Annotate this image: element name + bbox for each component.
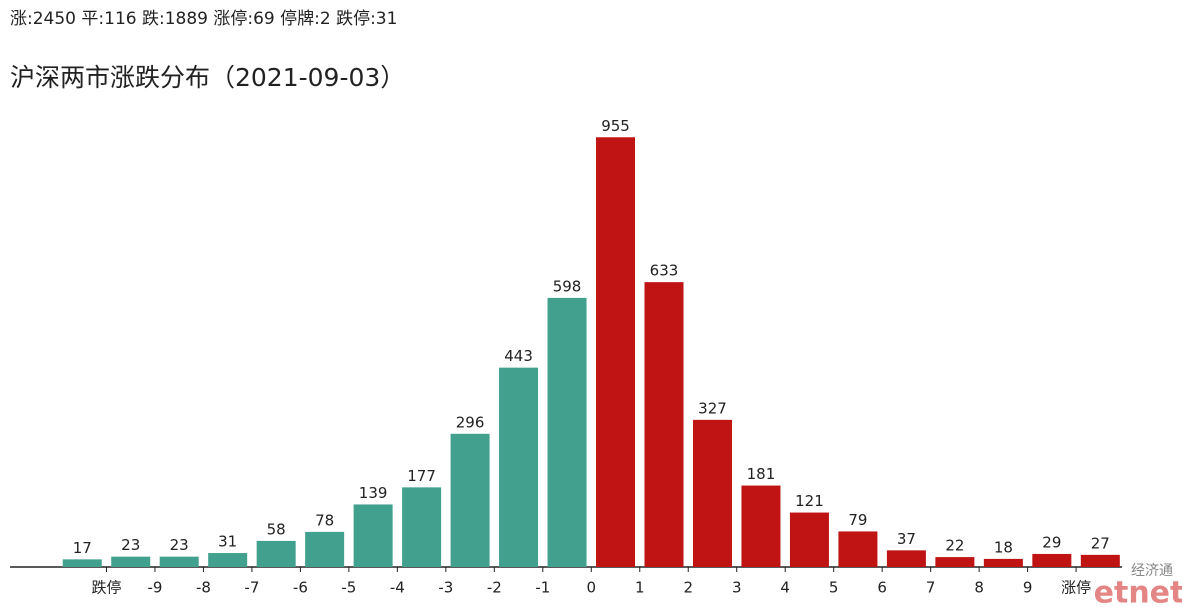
value-label: 18 [994,538,1013,556]
x-tick-label: 0 [587,579,597,597]
bar [692,419,732,567]
bar [596,137,636,567]
value-label: 37 [897,530,916,548]
bar [741,485,781,567]
x-tick-label: -4 [390,579,405,597]
value-label: 22 [945,537,964,555]
x-tick-label: 8 [974,579,984,597]
value-label: 79 [848,511,867,529]
bar [62,559,102,567]
value-label: 23 [170,536,189,554]
value-label: 177 [407,467,436,485]
bar [886,550,926,567]
x-tick-label: 1 [635,579,645,597]
bar [547,297,587,567]
value-label: 633 [650,262,679,280]
bar [499,367,539,567]
x-tick-label: 3 [732,579,742,597]
value-label: 327 [698,399,727,417]
bar [983,558,1023,567]
x-tick-label: -3 [438,579,453,597]
x-tick-label: 7 [926,579,936,597]
chart-title: 沪深两市涨跌分布（2021-09-03） [10,63,405,92]
bar [256,540,296,567]
value-label: 23 [121,536,140,554]
x-tick-label: 5 [829,579,839,597]
x-tick-label: 9 [1023,579,1033,597]
bar [111,556,151,567]
bar [935,557,975,567]
value-label: 955 [601,117,630,135]
watermark-cn: 经济通 [1131,563,1173,579]
value-label: 29 [1042,533,1061,551]
value-label: 27 [1091,534,1110,552]
x-tick-label: -8 [196,579,211,597]
x-tick-label: 4 [780,579,790,597]
value-label: 443 [504,347,533,365]
bar [305,531,345,567]
x-tick-label: -9 [147,579,162,597]
value-label: 139 [359,484,388,502]
value-label: 181 [747,465,776,483]
summary: 涨:2450 平:116 跌:1889 涨停:69 停牌:2 跌停:31 [10,9,397,29]
x-tick-label: -1 [535,579,550,597]
x-tick-label: -7 [244,579,259,597]
value-label: 598 [553,277,582,295]
bar [838,531,878,567]
bar [1080,554,1120,567]
x-tick-label: 跌停 [91,579,121,597]
value-label: 31 [218,533,237,551]
watermark-logo: etnet [1094,576,1182,607]
bar [450,433,490,567]
x-tick-label: 涨停 [1061,579,1091,597]
value-label: 296 [456,413,485,431]
x-tick-label: -6 [293,579,308,597]
x-tick-label: -2 [487,579,502,597]
bar [1032,553,1072,567]
bar [208,553,248,567]
bar [402,487,442,567]
value-label: 121 [795,492,824,510]
x-tick-label: 2 [683,579,693,597]
bar [353,504,393,567]
x-tick-label: -5 [341,579,356,597]
bar [159,556,199,567]
x-tick-label: 6 [877,579,887,597]
value-label: 58 [267,520,286,538]
value-label: 78 [315,511,334,529]
bar [789,512,829,567]
bar [644,282,684,567]
value-label: 17 [73,539,92,557]
